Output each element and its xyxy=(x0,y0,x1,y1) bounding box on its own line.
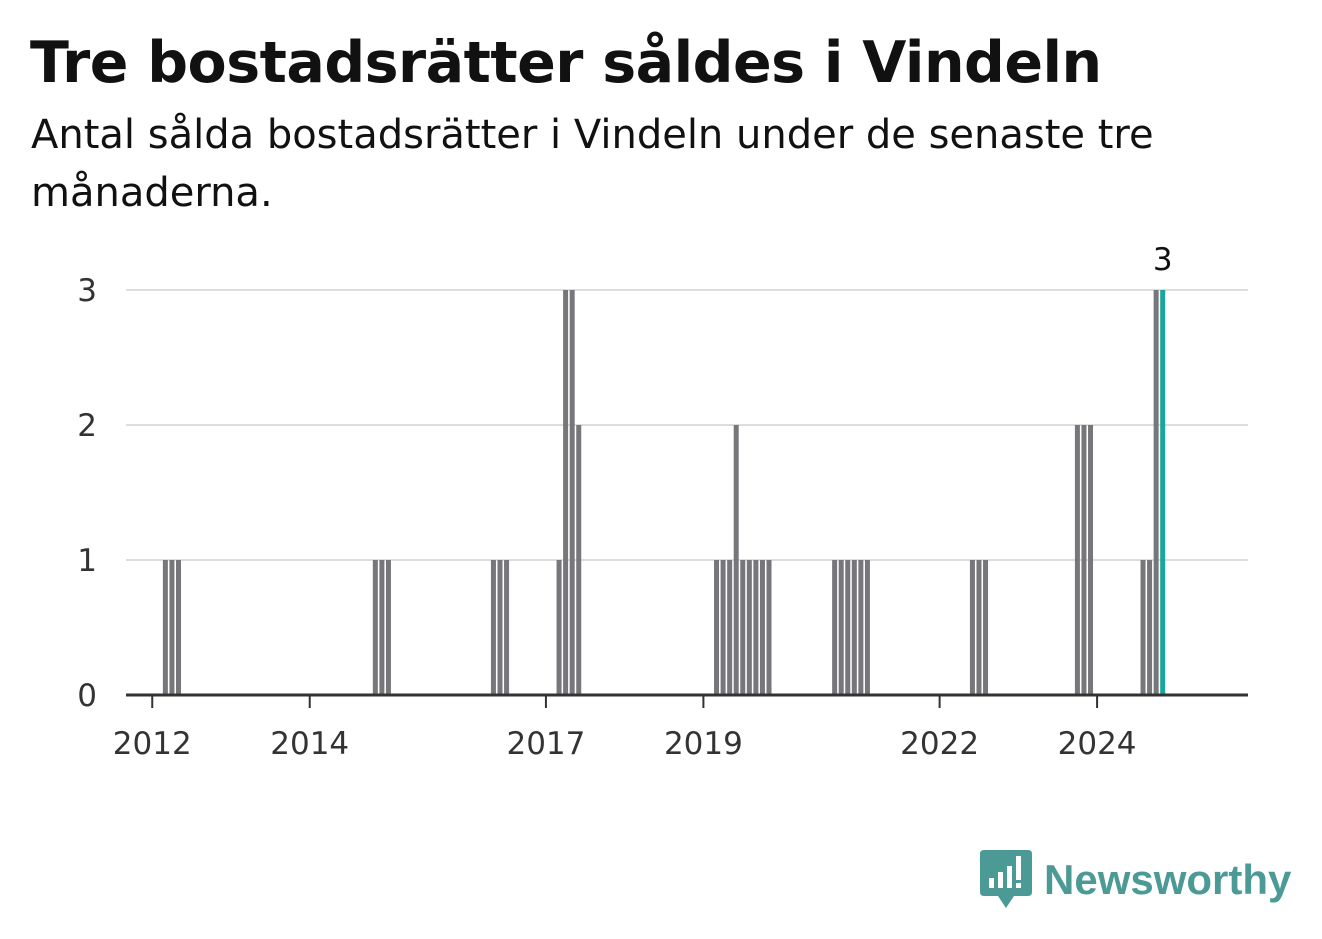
bar xyxy=(385,560,391,695)
x-tick-label: 2012 xyxy=(113,726,192,762)
bar xyxy=(832,560,838,695)
y-tick-label: 2 xyxy=(77,408,97,444)
bar xyxy=(727,560,733,695)
x-tick-label: 2014 xyxy=(270,726,349,762)
bar xyxy=(576,425,582,695)
bar xyxy=(379,560,385,695)
bar xyxy=(1153,290,1159,695)
bar xyxy=(969,560,975,695)
bar xyxy=(504,560,510,695)
bar xyxy=(753,560,759,695)
bar xyxy=(497,560,503,695)
x-tick-label: 2017 xyxy=(506,726,585,762)
y-tick-label: 1 xyxy=(77,543,97,579)
bar xyxy=(976,560,982,695)
bar xyxy=(175,560,181,695)
data-label: 3 xyxy=(1153,242,1173,278)
x-tick-label: 2024 xyxy=(1058,726,1137,762)
x-axis xyxy=(126,693,1248,708)
bar xyxy=(864,560,870,695)
bar xyxy=(490,560,496,695)
x-tick-label: 2019 xyxy=(664,726,743,762)
x-tick-label: 2022 xyxy=(900,726,979,762)
brand-name: Newsworthy xyxy=(1044,856,1292,903)
grid-lines xyxy=(126,289,1248,561)
bar xyxy=(569,290,575,695)
bar-highlight xyxy=(1160,290,1166,695)
y-tick-label: 3 xyxy=(77,273,97,309)
bar xyxy=(714,560,720,695)
chart-title: Tre bostadsrätter såldes i Vindeln xyxy=(30,30,1102,96)
bar xyxy=(740,560,746,695)
bar xyxy=(838,560,844,695)
bar xyxy=(1147,560,1153,695)
newsworthy-logo: Newsworthy xyxy=(980,848,1291,912)
bar xyxy=(983,560,989,695)
bar xyxy=(169,560,175,695)
bar xyxy=(563,290,569,695)
y-tick-label: 0 xyxy=(77,678,97,714)
bar xyxy=(733,425,739,695)
bar xyxy=(1088,425,1094,695)
bar xyxy=(851,560,857,695)
bar xyxy=(845,560,851,695)
bar xyxy=(759,560,765,695)
bars xyxy=(162,290,1166,695)
bar xyxy=(720,560,726,695)
bar xyxy=(766,560,772,695)
bar xyxy=(1081,425,1087,695)
bar xyxy=(746,560,752,695)
tick-labels: 0 1 2 3 3 2012 2014 2017 2019 2022 2024 xyxy=(77,242,1172,762)
bar xyxy=(1140,560,1146,695)
chart-bubble-icon xyxy=(980,850,1032,908)
bar xyxy=(556,560,562,695)
bar xyxy=(858,560,864,695)
chart-subtitle: Antal sålda bostadsrätter i Vindeln unde… xyxy=(31,112,1154,216)
bar xyxy=(372,560,378,695)
bar xyxy=(162,560,168,695)
bar xyxy=(1074,425,1080,695)
